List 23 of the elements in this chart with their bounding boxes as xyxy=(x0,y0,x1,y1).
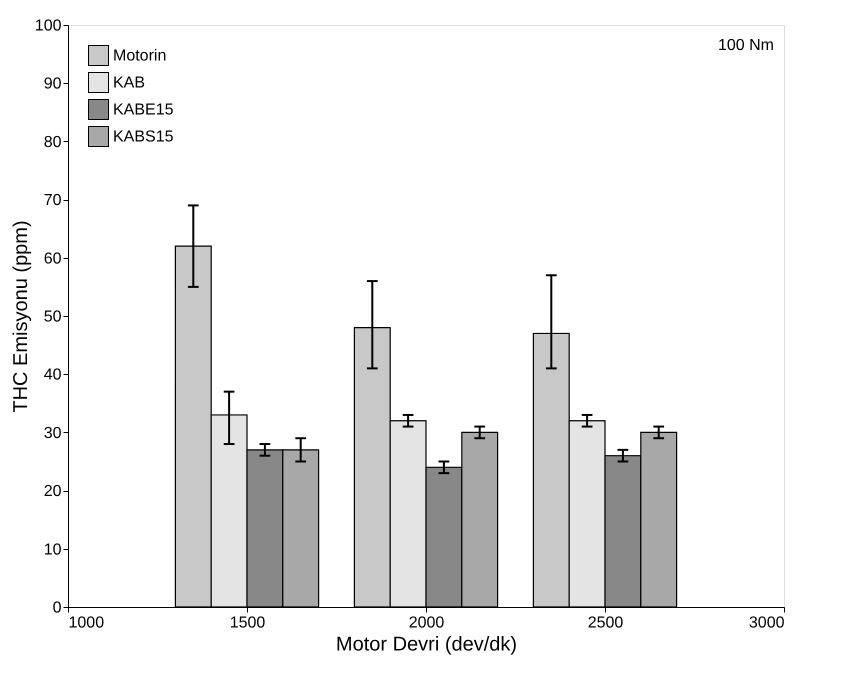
legend-label: KAB xyxy=(113,74,146,92)
y-axis-title: THC Emisyonu (ppm) xyxy=(10,220,32,413)
x-tick-label: 2000 xyxy=(408,614,444,632)
y-tick-label: 60 xyxy=(44,250,62,268)
legend-label: KABE15 xyxy=(113,102,174,118)
legend-label: Motorin xyxy=(113,48,166,64)
y-tick-label: 20 xyxy=(44,483,62,500)
legend-label: KABS15 xyxy=(113,128,174,146)
x-tick-label: 3000 xyxy=(748,614,785,632)
y-tick-label: 30 xyxy=(44,424,62,442)
y-tick-label: 100 xyxy=(34,18,62,34)
x-tick-label: 2500 xyxy=(588,614,624,632)
y-tick-label: 90 xyxy=(44,76,62,93)
annotation: 100 Nm xyxy=(718,37,774,54)
x-axis-title: Motor Devri (dev/dk) xyxy=(336,634,518,656)
y-tick-label: 50 xyxy=(44,308,62,326)
y-tick-label: 70 xyxy=(44,192,62,210)
y-tick-label: 0 xyxy=(52,600,62,616)
x-tick-label: 1500 xyxy=(230,614,266,632)
x-tick-label: 1000 xyxy=(68,614,104,632)
y-tick-label: 40 xyxy=(44,366,62,384)
y-tick-label: 80 xyxy=(44,134,62,151)
y-tick-label: 10 xyxy=(44,541,62,558)
